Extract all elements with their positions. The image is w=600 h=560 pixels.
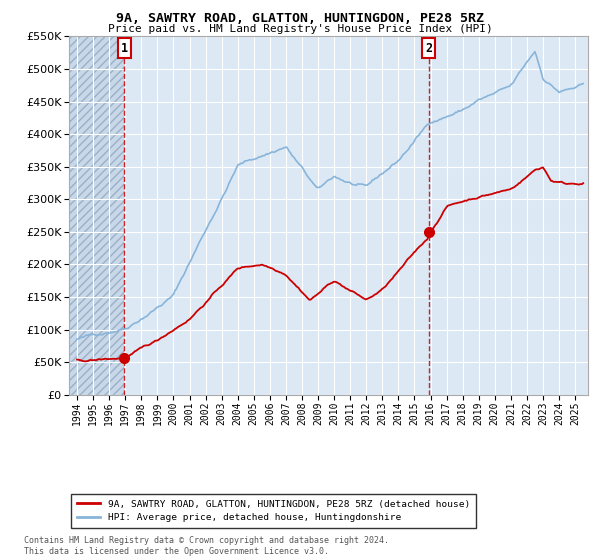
Text: Price paid vs. HM Land Registry's House Price Index (HPI): Price paid vs. HM Land Registry's House … <box>107 24 493 34</box>
Text: Contains HM Land Registry data © Crown copyright and database right 2024.
This d: Contains HM Land Registry data © Crown c… <box>24 536 389 556</box>
Bar <box>69 18 124 395</box>
Text: 2: 2 <box>425 41 432 55</box>
Text: 1: 1 <box>121 41 128 55</box>
Text: 9A, SAWTRY ROAD, GLATTON, HUNTINGDON, PE28 5RZ: 9A, SAWTRY ROAD, GLATTON, HUNTINGDON, PE… <box>116 12 484 25</box>
Legend: 9A, SAWTRY ROAD, GLATTON, HUNTINGDON, PE28 5RZ (detached house), HPI: Average pr: 9A, SAWTRY ROAD, GLATTON, HUNTINGDON, PE… <box>71 493 476 528</box>
